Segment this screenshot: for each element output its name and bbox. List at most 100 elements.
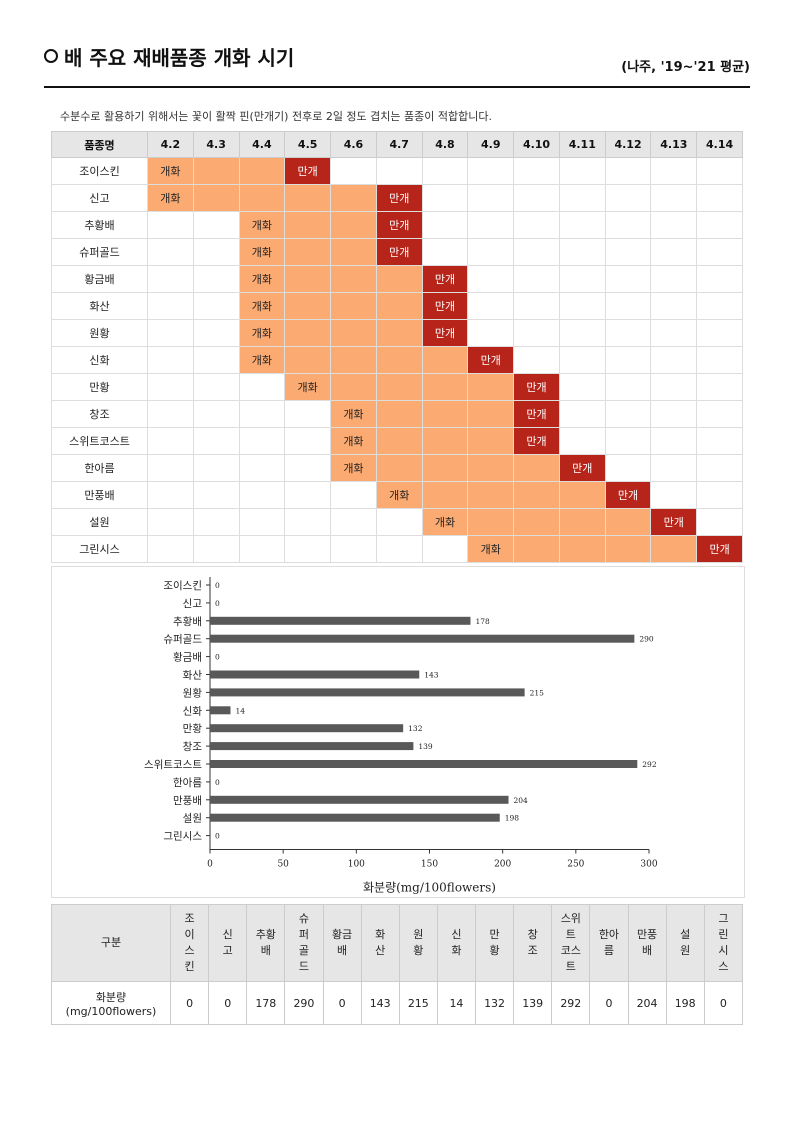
empty-cell <box>238 535 286 563</box>
flowering-cell <box>558 535 606 563</box>
empty-cell <box>192 454 240 482</box>
bar-value-label: 215 <box>530 688 545 697</box>
schedule-row: 화산 개화 만개 <box>51 292 743 320</box>
variety-name: 스위트코스트 <box>51 427 148 455</box>
empty-cell <box>558 346 606 374</box>
circle-bullet-icon <box>44 49 58 63</box>
flowering-cell <box>467 508 515 536</box>
peak-bloom-cell: 만개 <box>513 427 560 455</box>
pollen-bar <box>210 724 404 733</box>
empty-cell <box>192 319 240 347</box>
variety-label-part: 트 <box>565 928 576 941</box>
variety-label-part: 배 <box>260 944 271 957</box>
flowering-start-cell: 개화 <box>330 454 377 482</box>
flowering-cell <box>375 265 423 293</box>
pollen-value: 292 <box>551 981 591 1025</box>
empty-cell <box>604 292 652 320</box>
flowering-cell <box>421 373 469 401</box>
pollen-value: 215 <box>398 981 438 1025</box>
flowering-cell <box>558 508 606 536</box>
flowering-cell <box>375 400 423 428</box>
variety-label-part: 시 <box>718 944 729 957</box>
schedule-row: 창조 개화 만개 <box>51 400 743 428</box>
flowering-schedule-table: 품종명 4.2 4.3 4.4 4.5 4.6 4.7 4.8 4.9 4.10 4.11 4.12… <box>51 131 743 563</box>
schedule-row: 한아름 개화 만개 <box>51 454 743 482</box>
empty-cell <box>375 535 423 563</box>
peak-bloom-cell: 만개 <box>513 400 560 428</box>
empty-cell <box>558 238 606 266</box>
flowering-cell <box>238 184 286 212</box>
period-label: (나주, '19~'21 평균) <box>621 60 750 75</box>
peak-bloom-cell: 만개 <box>696 535 743 563</box>
flowering-cell <box>330 265 377 293</box>
empty-cell <box>604 238 652 266</box>
empty-cell <box>604 319 652 347</box>
category-label: 조이스킨 <box>163 580 202 592</box>
empty-cell <box>467 211 515 239</box>
bar-value-label: 143 <box>424 671 439 680</box>
peak-bloom-cell: 만개 <box>604 481 652 509</box>
variety-name: 조이스킨 <box>51 157 148 185</box>
empty-cell <box>467 238 515 266</box>
x-axis-title: 화분량(mg/100flowers) <box>363 881 496 895</box>
empty-cell <box>604 400 652 428</box>
category-label: 만황 <box>183 723 203 735</box>
pollen-bar <box>210 670 420 679</box>
date-header: 4.10 <box>513 131 560 158</box>
empty-cell <box>330 157 377 185</box>
schedule-corner-label: 품종명 <box>51 131 148 158</box>
pollen-bar <box>210 795 509 804</box>
flowering-cell <box>284 346 332 374</box>
category-label: 설원 <box>183 813 202 825</box>
variety-label-part: 화 <box>375 928 386 941</box>
category-label: 화산 <box>183 670 203 682</box>
flowering-start-cell: 개화 <box>467 535 515 563</box>
flowering-cell <box>330 346 377 374</box>
empty-cell <box>513 238 560 266</box>
empty-cell <box>192 427 240 455</box>
variety-label-part: 드 <box>298 960 309 973</box>
flowering-start-cell: 개화 <box>330 427 377 455</box>
flowering-cell <box>375 292 423 320</box>
empty-cell <box>604 211 652 239</box>
bar-value-label: 198 <box>505 814 520 823</box>
empty-cell <box>604 157 652 185</box>
flowering-start-cell: 개화 <box>147 157 194 185</box>
empty-cell <box>696 373 743 401</box>
empty-cell <box>284 508 332 536</box>
variety-label-part: 황 <box>489 944 500 957</box>
variety-label-part: 트 <box>565 960 576 973</box>
bar-value-label: 178 <box>475 617 490 626</box>
date-header: 4.5 <box>284 131 332 158</box>
empty-cell <box>650 319 698 347</box>
flowering-start-cell: 개화 <box>284 373 332 401</box>
variety-label-part: 름 <box>603 944 614 957</box>
variety-label-part: 산 <box>375 944 386 957</box>
flowering-start-cell: 개화 <box>147 184 194 212</box>
flowering-cell <box>284 211 332 239</box>
variety-label-part: 한아 <box>598 928 620 941</box>
flowering-cell <box>192 157 240 185</box>
x-tick-label: 50 <box>277 860 289 870</box>
peak-bloom-cell: 만개 <box>375 238 423 266</box>
empty-cell <box>375 508 423 536</box>
variety-name: 만풍배 <box>51 481 148 509</box>
peak-bloom-cell: 만개 <box>467 346 515 374</box>
pollen-value: 139 <box>513 981 553 1025</box>
peak-bloom-cell: 만개 <box>650 508 698 536</box>
schedule-row: 원황 개화 만개 <box>51 319 743 347</box>
empty-cell <box>513 184 560 212</box>
empty-cell <box>696 184 743 212</box>
pollen-amount-table: 구분 조 이 스 킨 신 고 추황 배 슈 퍼 골 드 황금 배 화 산 원 황 신 화 만 황 창 조 스위 트 코스 트 한아 름 만풍… <box>51 904 744 1025</box>
pollen-bar <box>210 616 471 625</box>
category-label: 스위트코스트 <box>144 758 202 771</box>
empty-cell <box>147 535 194 563</box>
variety-label-part: 배 <box>642 944 653 957</box>
pollen-value: 0 <box>322 981 362 1025</box>
variety-label-part: 이 <box>184 928 195 941</box>
x-tick-label: 200 <box>494 860 511 870</box>
category-label: 만풍배 <box>173 795 202 807</box>
variety-name: 화산 <box>51 292 148 320</box>
